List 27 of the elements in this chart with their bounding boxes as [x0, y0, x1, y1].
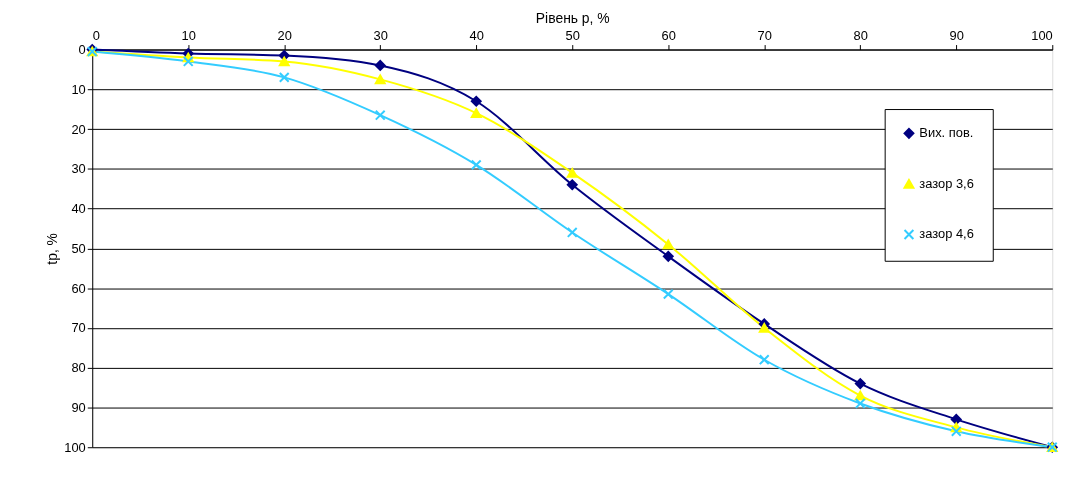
y-tick-label: 80 [71, 360, 86, 376]
x-tick-label: 70 [757, 28, 772, 44]
y-tick-label: 70 [71, 320, 86, 336]
y-tick-label: 10 [71, 81, 86, 97]
y-tick-label: 60 [71, 280, 86, 296]
y-tick-label: 50 [71, 240, 86, 256]
x-tick-label: 40 [469, 28, 484, 44]
y-tick-label: 30 [71, 161, 86, 177]
x-tick-label: 10 [181, 28, 196, 44]
legend-label: зазор 4,6 [919, 226, 974, 242]
y-tick-label: 40 [71, 201, 86, 217]
y-tick-label: 100 [64, 439, 86, 455]
x-tick-label: 100 [1031, 28, 1053, 44]
x-tick-label: 80 [853, 28, 868, 44]
x-tick-label: 60 [661, 28, 676, 44]
y-axis-title: tp, % [44, 233, 61, 265]
x-axis-title: Рівень p, % [535, 10, 610, 27]
x-tick-label: 20 [277, 28, 292, 44]
x-tick-label: 30 [373, 28, 388, 44]
x-tick-label: 90 [949, 28, 964, 44]
y-tick-label: 90 [71, 399, 86, 415]
y-tick-label: 20 [71, 121, 86, 137]
legend-label: зазор 3,6 [919, 175, 974, 191]
y-tick-label: 0 [78, 41, 86, 57]
x-tick-label: 50 [565, 28, 580, 44]
legend-label: Вих. пов. [919, 125, 974, 141]
x-tick-label: 0 [92, 28, 100, 44]
